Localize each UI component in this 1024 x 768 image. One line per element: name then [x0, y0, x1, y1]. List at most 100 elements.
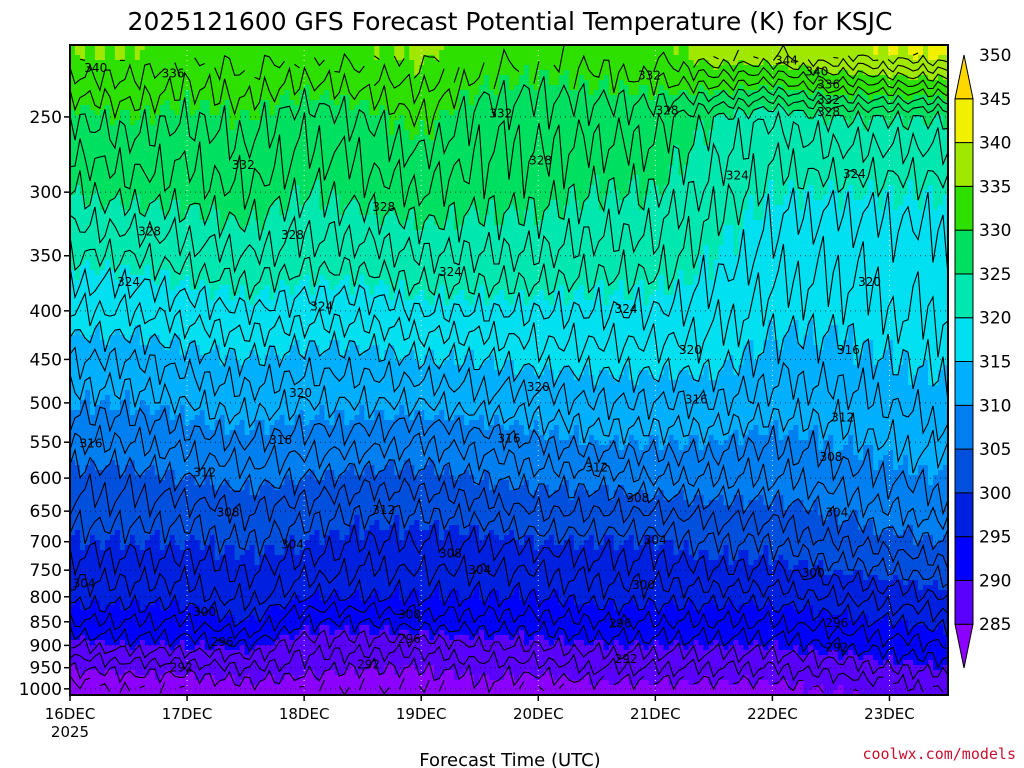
field-cell [753, 45, 760, 51]
field-cell [319, 175, 326, 181]
field-cell [204, 145, 211, 151]
field-cell [499, 80, 505, 86]
field-cell [623, 180, 630, 186]
field-cell [798, 65, 804, 71]
field-cell [513, 75, 520, 81]
field-cell [628, 155, 635, 161]
field-cell [169, 145, 176, 151]
field-cell [354, 165, 360, 171]
field-cell [429, 155, 435, 161]
field-cell [419, 45, 425, 51]
field-cell [509, 105, 515, 111]
field-cell [753, 50, 760, 56]
field-cell [369, 50, 375, 56]
field-cell [833, 125, 839, 131]
field-cell [848, 115, 854, 121]
field-cell [464, 115, 470, 121]
field-cell [509, 135, 515, 141]
field-cell [459, 55, 465, 61]
field-cell [568, 145, 575, 151]
field-cell [169, 60, 176, 66]
field-cell [219, 55, 226, 61]
field-cell [334, 135, 340, 141]
field-cell [523, 130, 530, 136]
field-cell [429, 175, 435, 181]
field-cell [693, 90, 700, 96]
field-cell [274, 45, 281, 51]
field-cell [868, 50, 874, 56]
field-cell [399, 125, 405, 131]
field-cell [893, 45, 899, 51]
field-cell [683, 150, 690, 156]
field-cell [903, 70, 909, 76]
field-cell [479, 135, 485, 141]
field-cell [149, 45, 156, 51]
field-cell [134, 170, 141, 176]
field-cell [603, 60, 610, 66]
field-cell [224, 60, 231, 66]
field-cell [309, 125, 316, 131]
field-cell [254, 115, 261, 121]
field-cell [304, 95, 311, 101]
field-cell [79, 100, 86, 106]
field-cell [683, 55, 690, 61]
field-cell [494, 85, 500, 91]
field-cell [299, 175, 306, 181]
field-cell [224, 95, 231, 101]
field-cell [439, 145, 445, 151]
field-cell [114, 90, 121, 96]
field-cell [499, 130, 505, 136]
field-cell [214, 145, 221, 151]
field-cell [658, 105, 665, 111]
field-cell [309, 105, 316, 111]
field-cell [733, 135, 740, 141]
field-cell [294, 150, 301, 156]
field-cell [618, 120, 625, 126]
field-cell [848, 125, 854, 131]
field-cell [763, 45, 770, 51]
field-cell [888, 65, 894, 71]
field-cell [194, 140, 201, 146]
field-cell [778, 105, 784, 111]
field-cell [354, 120, 360, 126]
field-cell [938, 150, 944, 156]
field-cell [484, 165, 490, 171]
field-cell [688, 130, 695, 136]
field-cell [543, 170, 550, 176]
field-cell [384, 145, 390, 151]
field-cell [389, 115, 395, 121]
field-cell [124, 60, 131, 66]
field-cell [74, 80, 81, 86]
field-cell [828, 100, 834, 106]
field-cell [264, 110, 271, 116]
field-cell [269, 105, 276, 111]
field-cell [548, 75, 555, 81]
field-cell [394, 95, 400, 101]
field-cell [409, 70, 415, 76]
field-cell [169, 45, 176, 51]
field-cell [144, 65, 151, 71]
field-cell [339, 65, 345, 71]
field-cell [803, 100, 809, 106]
field-cell [70, 160, 76, 166]
field-cell [149, 105, 156, 111]
field-cell [359, 70, 365, 76]
field-cell [853, 125, 859, 131]
field-cell [888, 175, 894, 181]
field-cell [623, 140, 630, 146]
field-cell [513, 175, 520, 181]
field-cell [504, 50, 510, 56]
field-cell [823, 120, 829, 126]
field-cell [359, 75, 365, 81]
field-cell [663, 105, 670, 111]
field-cell [334, 110, 340, 116]
field-cell [289, 140, 296, 146]
field-cell [479, 145, 485, 151]
field-cell [434, 45, 440, 51]
field-cell [753, 165, 760, 171]
field-cell [264, 135, 271, 141]
field-cell [698, 45, 705, 51]
field-cell [89, 180, 96, 186]
field-cell [299, 130, 306, 136]
field-cell [119, 80, 126, 86]
